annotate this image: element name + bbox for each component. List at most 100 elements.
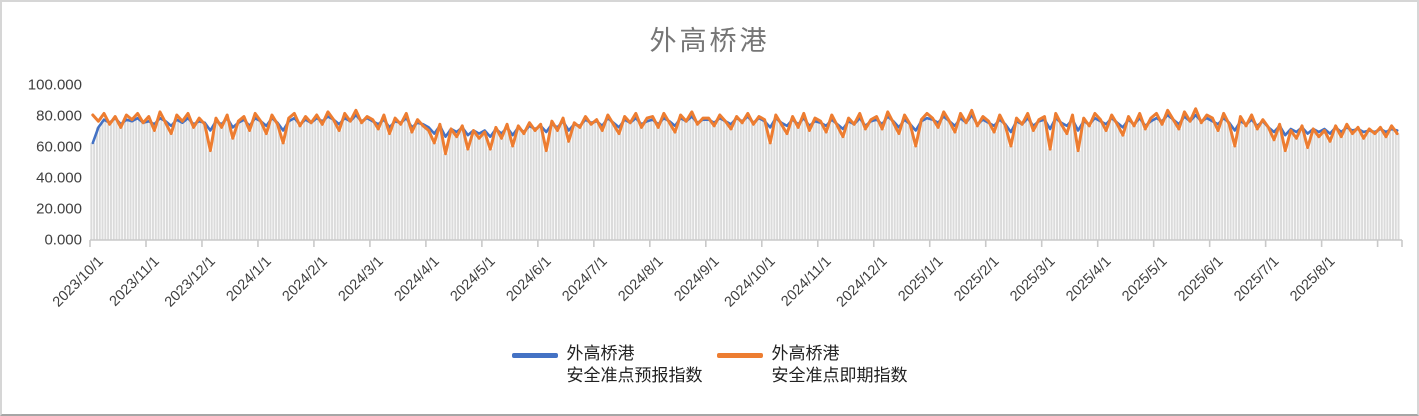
bar — [638, 127, 641, 240]
bar — [588, 124, 591, 240]
bar — [986, 122, 989, 240]
x-axis-label: 2025/1/1 — [895, 254, 946, 305]
bar — [1218, 130, 1221, 240]
bar — [924, 118, 927, 240]
bar — [661, 118, 664, 240]
bar — [199, 121, 202, 240]
bar — [1100, 121, 1103, 240]
bar — [1033, 130, 1036, 240]
bar — [342, 118, 345, 240]
bar — [717, 118, 720, 240]
bar — [510, 146, 513, 240]
bar — [963, 122, 966, 240]
bar — [843, 136, 846, 240]
bar — [1238, 121, 1240, 240]
bar — [1265, 127, 1268, 240]
bar — [109, 124, 112, 240]
bar — [904, 119, 907, 240]
bar — [1271, 139, 1274, 240]
bar — [731, 128, 734, 240]
bar — [107, 124, 110, 240]
bar — [1235, 146, 1238, 240]
bar — [1305, 147, 1308, 240]
bar — [868, 121, 871, 240]
bar — [370, 121, 373, 240]
bar — [1086, 125, 1089, 240]
bar — [991, 132, 994, 240]
bar — [994, 132, 997, 240]
bar — [1182, 116, 1185, 240]
bar — [888, 116, 891, 240]
bar — [468, 149, 471, 240]
bar — [770, 142, 773, 240]
bar — [291, 118, 294, 240]
bar — [1137, 118, 1140, 240]
bar — [683, 121, 686, 240]
bar — [487, 149, 490, 240]
bar — [493, 128, 496, 240]
bar — [364, 118, 367, 240]
bar — [938, 127, 941, 240]
bar — [305, 119, 308, 240]
bar — [454, 136, 457, 240]
bar — [689, 116, 692, 240]
bar — [412, 132, 415, 240]
bar — [314, 118, 317, 240]
legend-item-spot[interactable]: 外高桥港 安全准点即期指数 — [716, 343, 908, 388]
bar — [988, 122, 991, 240]
bar — [1310, 128, 1313, 240]
bar — [1131, 125, 1134, 240]
bar — [1302, 127, 1305, 240]
legend-spot-line1: 外高桥港 — [771, 344, 840, 363]
bar — [1226, 124, 1229, 240]
bar — [969, 115, 972, 240]
bar — [249, 130, 252, 240]
bar — [742, 122, 745, 240]
bar — [367, 118, 370, 240]
bar — [1036, 121, 1039, 240]
bar — [1288, 130, 1291, 240]
bar — [1084, 121, 1087, 240]
bar — [118, 127, 121, 240]
x-axis-label: 2025/3/1 — [1007, 254, 1058, 305]
bar — [1330, 141, 1333, 240]
bar — [1355, 128, 1358, 240]
bar — [955, 132, 958, 240]
legend-item-forecast[interactable]: 外高桥港 安全准点预报指数 — [511, 343, 703, 388]
bar — [543, 150, 546, 240]
bar — [434, 142, 437, 240]
bar — [389, 133, 392, 240]
bar — [790, 119, 793, 240]
bar — [524, 133, 527, 240]
bar — [664, 118, 667, 240]
bar — [325, 116, 328, 240]
bar — [350, 121, 353, 240]
bar — [1369, 130, 1372, 240]
bar — [121, 127, 124, 240]
bar — [373, 121, 376, 240]
bar — [781, 124, 784, 240]
bar — [750, 124, 753, 240]
bar — [806, 130, 809, 240]
bar — [1140, 118, 1143, 240]
bar — [1257, 128, 1260, 240]
bar — [280, 142, 283, 240]
bar — [440, 125, 443, 240]
bar — [1215, 130, 1218, 240]
bar — [1072, 119, 1075, 240]
bar — [949, 121, 952, 240]
bar — [485, 132, 488, 240]
bar — [633, 118, 636, 240]
bar — [1316, 136, 1319, 240]
bar — [722, 121, 725, 240]
bar — [1078, 150, 1081, 240]
bar — [977, 125, 980, 240]
bar — [1321, 130, 1324, 240]
bar — [1187, 121, 1190, 240]
bar — [420, 125, 423, 240]
bar — [669, 122, 672, 240]
bar — [890, 122, 893, 240]
bar — [1389, 128, 1392, 240]
bar — [504, 127, 507, 240]
